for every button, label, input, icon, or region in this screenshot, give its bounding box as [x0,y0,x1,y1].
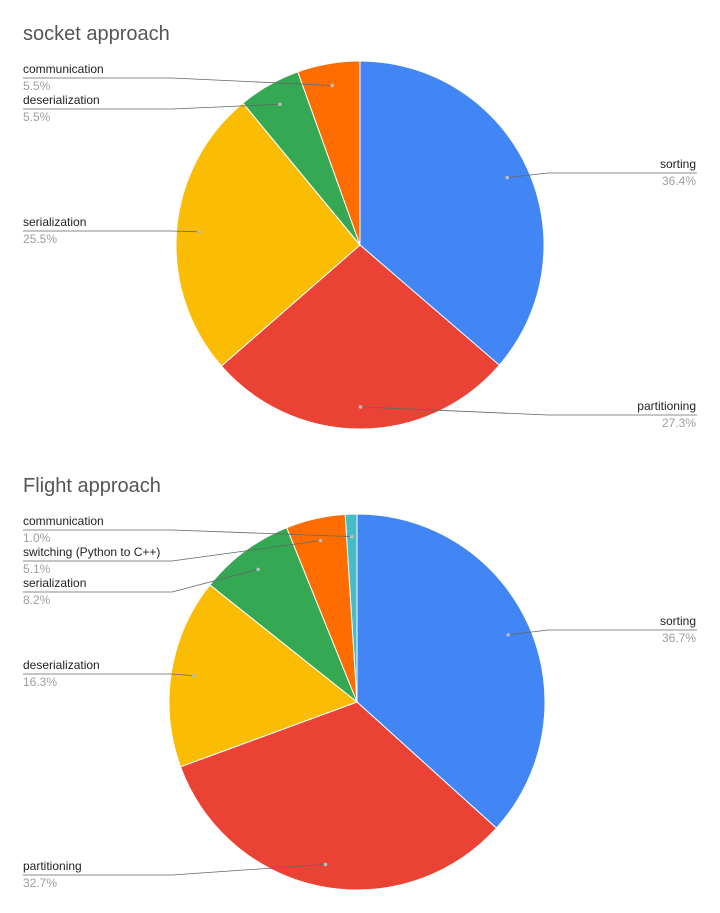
socket-approach-chart: socket approach sorting 36.4% partitioning… [0,0,720,455]
slice-label: partitioning [23,859,82,873]
callout-line [23,864,326,876]
callout-dot [350,534,354,539]
pie-slice-communication [297,60,361,246]
flight-approach-chart: Flight approach sorting 36.7% partitioning… [0,455,720,913]
slice-value-label: 27.3% [662,416,696,430]
slice-label: partitioning [637,399,696,413]
pie-slice-deserialization [168,584,359,768]
slice-value-label: 32.7% [23,876,57,890]
callout-line [360,406,697,416]
callout-dot [196,230,201,234]
callout-line [23,103,280,110]
slice-label: sorting [660,157,696,171]
callout-dot [318,538,323,543]
chart-title: socket approach [23,23,170,45]
slice-value-label: 16.3% [23,675,57,689]
slice-value-label: 5.5% [23,79,51,93]
slice-value-label: 5.1% [23,562,51,576]
callout-line [23,673,194,677]
pie-slice-partitioning [179,701,498,891]
callout-dot [330,83,335,88]
pie-slice-partitioning [220,244,501,430]
pie-labels: sorting 36.7% partitioning 32.7% deserializa… [23,514,697,890]
chart-title: Flight approach [23,475,161,497]
callout-line [23,540,321,562]
slice-label: communication [23,62,104,76]
pie-slices [168,513,546,891]
slice-label: serialization [23,215,86,229]
callout-line [508,629,697,636]
slice-label: sorting [660,614,696,628]
callout-dot [505,175,510,180]
slice-label: deserialization [23,658,100,672]
pie-labels: sorting 36.4% partitioning 27.3% serializati… [23,62,697,430]
callout-dot [278,102,282,107]
callout-dot [358,405,363,409]
callout-line [23,77,333,86]
slice-value-label: 5.5% [23,110,51,124]
callout-line [23,569,259,593]
callout-dot [191,673,196,678]
pie-slice-sorting [359,60,545,366]
slice-label: switching (Python to C++) [23,545,160,559]
slice-value-label: 1.0% [23,531,51,545]
slice-value-label: 8.2% [23,593,51,607]
slice-value-label: 36.4% [662,174,696,188]
callout-line [23,230,199,233]
callout-dot [323,862,328,867]
pie-slice-communication [344,513,358,703]
callout-line [507,172,697,178]
pie-slices [175,60,545,430]
socket-pie-chart: sorting 36.4% partitioning 27.3% serializati… [23,60,697,430]
pie-slice-serialization [175,102,361,367]
pie-slice-sorting [356,513,546,829]
slice-label: communication [23,514,104,528]
callout-dot [506,633,511,637]
slice-label: deserialization [23,93,100,107]
slice-value-label: 36.7% [662,631,696,645]
callout-line [23,529,352,538]
slice-label: serialization [23,576,86,590]
flight-pie-chart: sorting 36.7% partitioning 32.7% deserializa… [23,513,697,891]
slice-value-label: 25.5% [23,232,57,246]
callout-dot [256,567,260,572]
